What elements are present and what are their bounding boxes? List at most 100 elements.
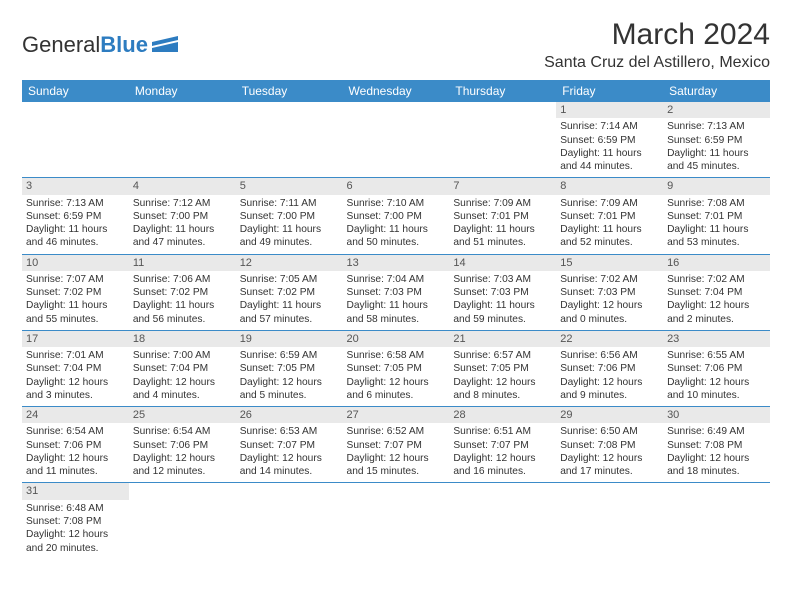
calendar-cell: 9 Sunrise: 7:08 AM Sunset: 7:01 PM Daylig… xyxy=(663,178,770,254)
day-details: Sunrise: 7:04 AM Sunset: 7:03 PM Dayligh… xyxy=(347,273,446,326)
day-number: 29 xyxy=(556,407,663,423)
weekday-header: Tuesday xyxy=(236,80,343,102)
calendar-cell xyxy=(449,102,556,178)
day-number: 8 xyxy=(556,178,663,194)
weekday-header: Monday xyxy=(129,80,236,102)
day-details: Sunrise: 7:09 AM Sunset: 7:01 PM Dayligh… xyxy=(453,197,552,250)
calendar-cell: 27 Sunrise: 6:52 AM Sunset: 7:07 PM Dayli… xyxy=(343,407,450,483)
day-number: 27 xyxy=(343,407,450,423)
day-details: Sunrise: 6:51 AM Sunset: 7:07 PM Dayligh… xyxy=(453,425,552,478)
calendar-cell: 24Sunrise: 6:54 AM Sunset: 7:06 PM Dayli… xyxy=(22,407,129,483)
header: GeneralBlue March 2024 Santa Cruz del As… xyxy=(22,18,770,72)
day-details: Sunrise: 6:50 AM Sunset: 7:08 PM Dayligh… xyxy=(560,425,659,478)
weekday-header: Thursday xyxy=(449,80,556,102)
calendar-cell xyxy=(343,483,450,559)
day-number: 15 xyxy=(556,255,663,271)
logo-text-1: General xyxy=(22,32,100,58)
day-details: Sunrise: 7:08 AM Sunset: 7:01 PM Dayligh… xyxy=(667,197,766,250)
calendar-table: Sunday Monday Tuesday Wednesday Thursday… xyxy=(22,80,770,559)
day-number: 5 xyxy=(236,178,343,194)
day-number: 18 xyxy=(129,331,236,347)
calendar-cell: 12 Sunrise: 7:05 AM Sunset: 7:02 PM Dayli… xyxy=(236,254,343,330)
day-details: Sunrise: 7:03 AM Sunset: 7:03 PM Dayligh… xyxy=(453,273,552,326)
weekday-header-row: Sunday Monday Tuesday Wednesday Thursday… xyxy=(22,80,770,102)
day-number: 11 xyxy=(129,255,236,271)
calendar-cell xyxy=(129,483,236,559)
calendar-row: 31 Sunrise: 6:48 AM Sunset: 7:08 PM Dayli… xyxy=(22,483,770,559)
day-details: Sunrise: 6:59 AM Sunset: 7:05 PM Dayligh… xyxy=(240,349,339,402)
calendar-cell: 25Sunrise: 6:54 AM Sunset: 7:06 PM Dayli… xyxy=(129,407,236,483)
calendar-cell xyxy=(343,102,450,178)
calendar-cell: 18 Sunrise: 7:00 AM Sunset: 7:04 PM Dayli… xyxy=(129,330,236,406)
day-details: Sunrise: 6:55 AM Sunset: 7:06 PM Dayligh… xyxy=(667,349,766,402)
day-number: 3 xyxy=(22,178,129,194)
day-number: 9 xyxy=(663,178,770,194)
day-details: Sunrise: 6:52 AM Sunset: 7:07 PM Dayligh… xyxy=(347,425,446,478)
day-number: 19 xyxy=(236,331,343,347)
weekday-header: Saturday xyxy=(663,80,770,102)
calendar-cell: 11 Sunrise: 7:06 AM Sunset: 7:02 PM Dayli… xyxy=(129,254,236,330)
day-details: Sunrise: 6:57 AM Sunset: 7:05 PM Dayligh… xyxy=(453,349,552,402)
day-details: Sunrise: 7:14 AM Sunset: 6:59 PM Dayligh… xyxy=(560,120,659,173)
logo: GeneralBlue xyxy=(22,32,178,58)
day-number: 28 xyxy=(449,407,556,423)
calendar-cell: 13 Sunrise: 7:04 AM Sunset: 7:03 PM Dayli… xyxy=(343,254,450,330)
weekday-header: Friday xyxy=(556,80,663,102)
calendar-cell xyxy=(236,102,343,178)
calendar-cell: 29 Sunrise: 6:50 AM Sunset: 7:08 PM Dayli… xyxy=(556,407,663,483)
calendar-cell: 17Sunrise: 7:01 AM Sunset: 7:04 PM Dayli… xyxy=(22,330,129,406)
calendar-cell: 14Sunrise: 7:03 AM Sunset: 7:03 PM Dayli… xyxy=(449,254,556,330)
calendar-cell xyxy=(236,483,343,559)
day-details: Sunrise: 6:49 AM Sunset: 7:08 PM Dayligh… xyxy=(667,425,766,478)
calendar-cell: 28 Sunrise: 6:51 AM Sunset: 7:07 PM Dayli… xyxy=(449,407,556,483)
calendar-cell xyxy=(663,483,770,559)
day-details: Sunrise: 7:00 AM Sunset: 7:04 PM Dayligh… xyxy=(133,349,232,402)
calendar-row: 17Sunrise: 7:01 AM Sunset: 7:04 PM Dayli… xyxy=(22,330,770,406)
day-details: Sunrise: 7:06 AM Sunset: 7:02 PM Dayligh… xyxy=(133,273,232,326)
day-details: Sunrise: 7:07 AM Sunset: 7:02 PM Dayligh… xyxy=(26,273,125,326)
calendar-cell: 6 Sunrise: 7:10 AM Sunset: 7:00 PM Daylig… xyxy=(343,178,450,254)
calendar-cell: 4Sunrise: 7:12 AM Sunset: 7:00 PM Daylig… xyxy=(129,178,236,254)
calendar-row: 3Sunrise: 7:13 AM Sunset: 6:59 PM Daylig… xyxy=(22,178,770,254)
calendar-row: 1 Sunrise: 7:14 AM Sunset: 6:59 PM Daylig… xyxy=(22,102,770,178)
calendar-cell: 19 Sunrise: 6:59 AM Sunset: 7:05 PM Dayli… xyxy=(236,330,343,406)
day-number: 13 xyxy=(343,255,450,271)
day-number: 6 xyxy=(343,178,450,194)
weekday-header: Wednesday xyxy=(343,80,450,102)
day-details: Sunrise: 7:05 AM Sunset: 7:02 PM Dayligh… xyxy=(240,273,339,326)
day-number: 2 xyxy=(663,102,770,118)
day-details: Sunrise: 6:53 AM Sunset: 7:07 PM Dayligh… xyxy=(240,425,339,478)
calendar-cell: 30 Sunrise: 6:49 AM Sunset: 7:08 PM Dayli… xyxy=(663,407,770,483)
title-block: March 2024 Santa Cruz del Astillero, Mex… xyxy=(544,18,770,72)
day-number: 30 xyxy=(663,407,770,423)
day-number: 20 xyxy=(343,331,450,347)
day-details: Sunrise: 7:09 AM Sunset: 7:01 PM Dayligh… xyxy=(560,197,659,250)
day-details: Sunrise: 6:48 AM Sunset: 7:08 PM Dayligh… xyxy=(26,502,125,555)
day-number: 21 xyxy=(449,331,556,347)
calendar-cell: 31 Sunrise: 6:48 AM Sunset: 7:08 PM Dayli… xyxy=(22,483,129,559)
day-details: Sunrise: 7:02 AM Sunset: 7:04 PM Dayligh… xyxy=(667,273,766,326)
day-number: 12 xyxy=(236,255,343,271)
calendar-cell: 20 Sunrise: 6:58 AM Sunset: 7:05 PM Dayli… xyxy=(343,330,450,406)
day-details: Sunrise: 7:10 AM Sunset: 7:00 PM Dayligh… xyxy=(347,197,446,250)
page-title: March 2024 xyxy=(544,18,770,52)
day-details: Sunrise: 6:54 AM Sunset: 7:06 PM Dayligh… xyxy=(133,425,232,478)
calendar-cell: 10 Sunrise: 7:07 AM Sunset: 7:02 PM Dayli… xyxy=(22,254,129,330)
weekday-header: Sunday xyxy=(22,80,129,102)
calendar-cell: 7Sunrise: 7:09 AM Sunset: 7:01 PM Daylig… xyxy=(449,178,556,254)
calendar-cell: 1 Sunrise: 7:14 AM Sunset: 6:59 PM Daylig… xyxy=(556,102,663,178)
calendar-cell: 21 Sunrise: 6:57 AM Sunset: 7:05 PM Dayli… xyxy=(449,330,556,406)
location-label: Santa Cruz del Astillero, Mexico xyxy=(544,54,770,72)
day-number: 1 xyxy=(556,102,663,118)
logo-text-2: Blue xyxy=(100,32,148,58)
calendar-row: 10 Sunrise: 7:07 AM Sunset: 7:02 PM Dayli… xyxy=(22,254,770,330)
day-details: Sunrise: 6:58 AM Sunset: 7:05 PM Dayligh… xyxy=(347,349,446,402)
calendar-row: 24Sunrise: 6:54 AM Sunset: 7:06 PM Dayli… xyxy=(22,407,770,483)
calendar-cell xyxy=(129,102,236,178)
day-number: 22 xyxy=(556,331,663,347)
day-number: 10 xyxy=(22,255,129,271)
calendar-cell xyxy=(22,102,129,178)
calendar-cell: 5Sunrise: 7:11 AM Sunset: 7:00 PM Daylig… xyxy=(236,178,343,254)
day-number: 31 xyxy=(22,483,129,499)
flag-icon xyxy=(152,32,178,58)
